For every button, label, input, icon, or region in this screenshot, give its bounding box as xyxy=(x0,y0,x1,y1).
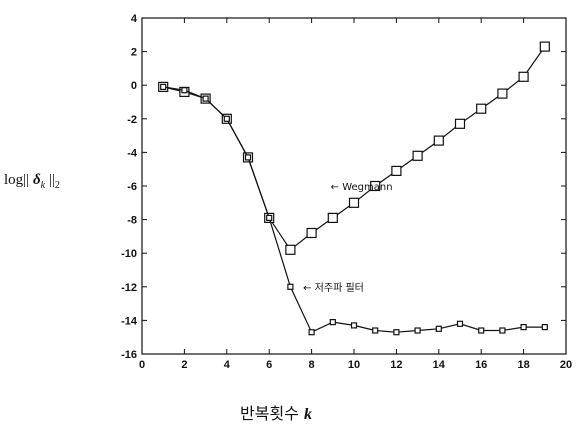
plot-frame xyxy=(141,17,567,355)
y-tick-label: -4 xyxy=(127,147,138,159)
x-axis-label-text: 반복횟수 xyxy=(240,404,299,423)
y-tick-label: 0 xyxy=(131,80,137,92)
data-point xyxy=(518,71,529,82)
x-tick-label: 12 xyxy=(390,359,402,371)
data-point xyxy=(435,325,442,332)
data-point xyxy=(308,329,315,336)
x-tick-label: 6 xyxy=(266,359,272,371)
data-point xyxy=(266,214,273,221)
x-tick-label: 8 xyxy=(309,359,315,371)
series-layer xyxy=(158,41,550,336)
data-point xyxy=(329,319,336,326)
data-point xyxy=(287,283,294,290)
y-axis-label-symbol: δ xyxy=(32,172,41,188)
y-tick-label: 4 xyxy=(131,13,138,25)
x-tick-label: 16 xyxy=(475,359,487,371)
data-point xyxy=(306,227,317,239)
y-axis-label-sub2: 2 xyxy=(54,180,60,191)
data-point xyxy=(327,212,338,223)
y-tick-label: -8 xyxy=(127,215,137,227)
x-axis-label: 반복횟수 k xyxy=(240,400,440,424)
x-tick-label: 14 xyxy=(433,359,446,371)
data-point xyxy=(350,322,358,329)
x-tick-label: 2 xyxy=(181,359,187,371)
data-point xyxy=(348,197,360,208)
y-axis-label-sub: k xyxy=(40,180,46,191)
data-point xyxy=(370,180,381,192)
x-axis-label-var: k xyxy=(303,406,312,423)
data-point xyxy=(160,83,167,91)
data-point xyxy=(454,118,466,129)
data-point xyxy=(433,135,444,146)
annotation-label: ← 저주파 필터 xyxy=(303,282,364,294)
y-tick-label: -12 xyxy=(121,282,137,294)
y-tick-label: -14 xyxy=(121,315,138,327)
annotation-label: ← Wegmann xyxy=(331,182,393,193)
y-tick-label: -10 xyxy=(121,248,137,260)
data-point xyxy=(499,327,506,334)
y-tick-label: 2 xyxy=(131,47,137,59)
y-tick-label: -16 xyxy=(121,349,137,361)
x-tick-label: 18 xyxy=(517,359,529,371)
data-point xyxy=(497,88,508,99)
data-point xyxy=(478,327,485,334)
data-point xyxy=(539,41,550,52)
x-tick-label: 10 xyxy=(348,359,360,371)
y-axis-label: log|| δk ||2 xyxy=(4,172,60,191)
x-tick-label: 4 xyxy=(224,359,231,371)
data-point xyxy=(372,327,379,334)
data-point xyxy=(414,327,421,334)
annotation-layer: ← Wegmann ← 저주파 필터 xyxy=(303,182,392,294)
data-point xyxy=(476,103,487,114)
data-point xyxy=(244,154,252,161)
data-point xyxy=(285,244,296,255)
data-point xyxy=(520,324,527,331)
data-point xyxy=(456,320,464,327)
series-lowpass-filter xyxy=(160,83,548,336)
data-point xyxy=(541,324,548,331)
data-point xyxy=(391,165,402,176)
x-tick-label: 20 xyxy=(560,359,572,371)
y-tick-label: -6 xyxy=(127,181,137,193)
data-point xyxy=(412,150,423,161)
data-point xyxy=(393,329,400,336)
x-tick-label: 0 xyxy=(139,359,145,371)
data-point xyxy=(223,115,230,122)
data-point xyxy=(202,95,209,102)
data-point xyxy=(181,87,188,94)
y-tick-label: -2 xyxy=(127,114,137,126)
